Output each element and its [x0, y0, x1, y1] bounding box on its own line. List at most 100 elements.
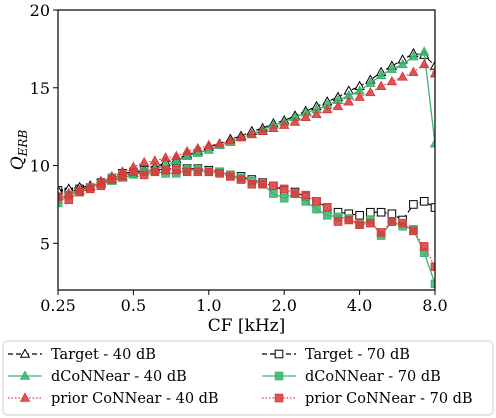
data-point	[409, 226, 418, 236]
data-point	[418, 58, 430, 69]
legend-marker	[19, 370, 31, 380]
data-point	[312, 204, 321, 214]
x-tick-label: 1.0	[196, 296, 221, 315]
data-point	[418, 46, 430, 56]
legend-label: dCoNNear - 40 dB	[51, 369, 187, 385]
data-point	[236, 175, 246, 184]
data-point	[214, 138, 225, 148]
data-point	[419, 242, 429, 251]
data-point	[181, 145, 193, 156]
data-point	[182, 167, 192, 177]
legend-label: Target - 70 dB	[305, 347, 410, 363]
data-point	[257, 125, 268, 136]
legend-marker	[19, 348, 31, 358]
data-point	[375, 80, 387, 90]
data-point	[430, 279, 435, 289]
data-point	[344, 215, 354, 225]
data-point	[193, 167, 203, 177]
data-point	[301, 190, 311, 200]
legend-label: prior CoNNear - 70 dB	[305, 391, 473, 407]
x-tick-label: 8.0	[422, 296, 447, 315]
data-point	[429, 60, 435, 70]
data-point	[354, 91, 365, 101]
data-point	[246, 128, 258, 139]
legend-marker	[274, 393, 284, 403]
data-point	[376, 228, 386, 237]
data-point	[235, 131, 247, 142]
legend: Target - 40 dB dCoNNear - 40 dB prior CoNN…	[2, 340, 494, 416]
data-point	[215, 169, 224, 178]
plot-area: 0.25 0.5 1.0 2.0 4.0 8.0 5 10 15 20	[30, 1, 448, 315]
legend-label: dCoNNear - 70 dB	[305, 369, 441, 385]
data-point	[172, 165, 181, 175]
series-2	[58, 58, 435, 201]
legend-item-0: Target - 40 dB	[8, 347, 156, 363]
data-point	[366, 207, 375, 217]
data-point	[409, 200, 418, 209]
y-tick-label: 15	[30, 79, 50, 98]
data-point	[397, 58, 408, 69]
data-point	[203, 139, 215, 150]
data-point	[268, 122, 279, 132]
x-axis: 0.25 0.5 1.0 2.0 4.0 8.0	[40, 290, 448, 315]
legend-item-5: prior CoNNear - 70 dB	[262, 391, 473, 407]
data-point	[355, 211, 364, 220]
data-point	[322, 203, 332, 212]
data-point	[138, 156, 150, 167]
legend-item-2: prior CoNNear - 40 dB	[8, 391, 219, 407]
data-point	[290, 189, 300, 198]
data-point	[117, 166, 128, 176]
legend-marker	[19, 392, 31, 402]
data-point	[386, 75, 398, 86]
data-point	[397, 71, 408, 81]
data-point	[332, 100, 344, 111]
data-point	[387, 217, 397, 226]
data-point	[387, 209, 397, 219]
data-point	[408, 66, 419, 76]
data-point	[171, 150, 182, 160]
data-point	[408, 51, 419, 61]
data-point	[149, 155, 161, 165]
data-point	[181, 150, 193, 160]
x-tick-label: 0.5	[121, 296, 146, 315]
data-point	[203, 144, 215, 154]
data-point	[74, 184, 85, 195]
x-tick-label: 0.25	[40, 296, 76, 315]
data-point	[419, 197, 429, 206]
data-point	[322, 103, 333, 114]
legend-label: Target - 40 dB	[51, 347, 156, 363]
data-point	[279, 193, 289, 203]
data-point	[160, 152, 171, 162]
data-point	[128, 161, 139, 171]
data-point	[365, 86, 376, 97]
data-point	[192, 147, 204, 157]
data-point	[430, 262, 435, 271]
data-point	[398, 218, 407, 228]
legend-marker	[274, 371, 284, 381]
data-point	[376, 207, 386, 217]
data-point	[375, 69, 387, 80]
data-point	[58, 191, 64, 201]
y-tick-label: 5	[40, 234, 50, 253]
data-point	[312, 197, 321, 206]
data-point	[289, 116, 301, 126]
y-tick-label: 10	[30, 157, 50, 176]
data-point	[171, 155, 182, 165]
data-point	[269, 181, 278, 191]
legend-marker	[274, 349, 284, 359]
y-axis-label-main: Q	[8, 156, 28, 170]
data-point	[84, 181, 96, 192]
legend-item-1: dCoNNear - 40 dB	[8, 369, 187, 385]
data-point	[58, 184, 64, 195]
series-layer	[58, 46, 435, 289]
data-point	[366, 218, 375, 228]
x-tick-label: 4.0	[347, 296, 372, 315]
data-point	[192, 142, 204, 153]
data-point	[106, 170, 118, 181]
legend-box	[2, 340, 494, 416]
x-axis-label: CF [kHz]	[208, 316, 286, 336]
data-point	[386, 63, 398, 73]
data-point	[63, 187, 74, 198]
data-point	[204, 167, 214, 177]
legend-item-3: Target - 70 dB	[262, 347, 410, 363]
